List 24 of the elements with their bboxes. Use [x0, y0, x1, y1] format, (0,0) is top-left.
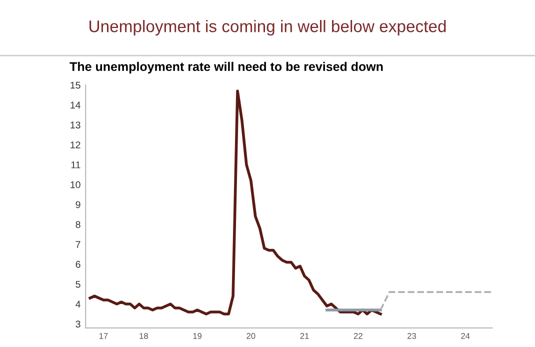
y-tick-label: 4 — [76, 300, 80, 308]
y-tick-label: 8 — [76, 221, 80, 228]
y-tick-label: 7 — [76, 241, 80, 248]
x-tick-label: 23 — [408, 332, 416, 339]
x-tick-label: 17 — [99, 333, 108, 339]
line-series — [88, 90, 382, 316]
y-tick-label: 5 — [76, 280, 80, 288]
y-tick-label: 12 — [70, 141, 80, 148]
x-tick-label: 24 — [461, 332, 470, 339]
y-tick-label: 10 — [70, 181, 80, 188]
y-tick-label: 11 — [71, 161, 80, 168]
x-tick-label: 19 — [193, 332, 202, 339]
chart-title: Unemployment is coming in well below expected — [90, 20, 446, 36]
y-tick-label: 14 — [70, 102, 80, 108]
y-tick-label: 6 — [76, 260, 80, 268]
x-tick-label: 21 — [300, 332, 309, 339]
chart-subtitle: The unemployment rate will need to be revised down — [70, 62, 383, 74]
y-tick-label: 9 — [76, 201, 80, 208]
x-tick-label: 20 — [246, 332, 256, 339]
y-tick-label: 15 — [70, 82, 80, 89]
y-tick-label: 13 — [70, 122, 80, 128]
x-tick-label: 18 — [140, 332, 148, 339]
y-tick-label: 3 — [76, 320, 80, 328]
x-tick-label: 22 — [354, 332, 362, 339]
